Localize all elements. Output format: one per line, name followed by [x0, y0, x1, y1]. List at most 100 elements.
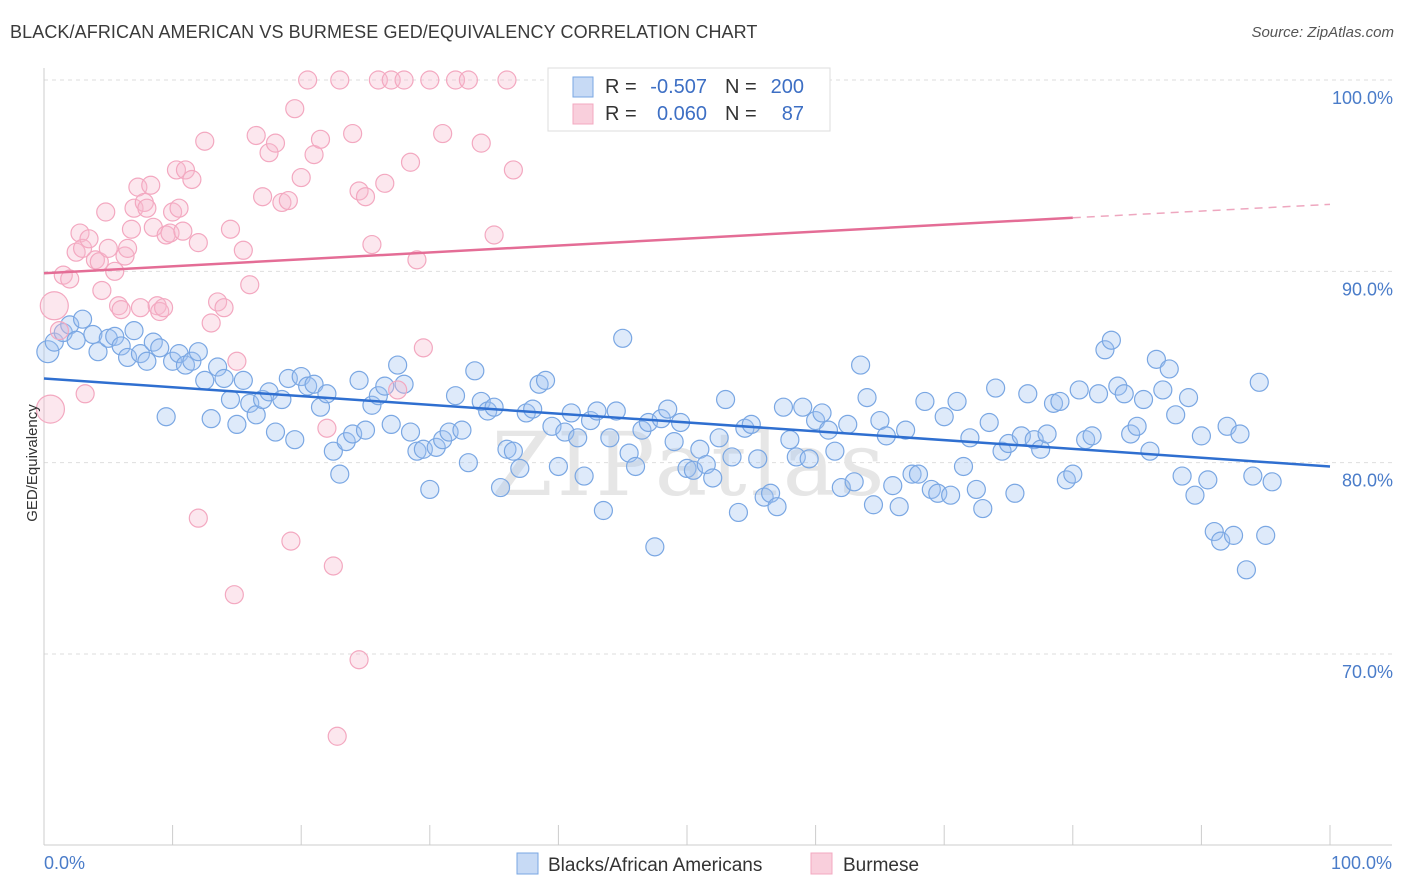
point-blacks	[992, 441, 1012, 461]
point-blacks	[503, 441, 523, 461]
y-axis-label: GED/Equivalency	[24, 404, 41, 522]
point-blacks	[941, 485, 961, 505]
point-blacks	[1082, 426, 1102, 446]
point-blacks	[156, 407, 176, 427]
point-blacks	[1230, 424, 1250, 444]
x-ticks	[43, 825, 1331, 845]
point-blacks	[1133, 389, 1154, 410]
point-blacks	[220, 389, 241, 410]
point-burmese	[420, 70, 440, 90]
point-burmese	[407, 250, 427, 270]
point-blacks	[343, 424, 363, 444]
point-blacks	[715, 389, 736, 410]
point-blacks	[934, 407, 954, 427]
point-blacks	[400, 422, 421, 442]
point-blacks	[1121, 424, 1141, 444]
point-burmese	[298, 70, 318, 90]
point-burmese	[259, 143, 279, 163]
point-blacks	[1166, 405, 1186, 425]
point-blacks	[163, 351, 183, 371]
point-blacks	[600, 428, 620, 448]
point-burmese	[153, 298, 174, 318]
point-burmese	[265, 133, 286, 153]
point-blacks	[1108, 376, 1128, 396]
point-blacks	[227, 414, 247, 434]
point-burmese	[141, 175, 161, 195]
point-burmese	[330, 70, 350, 90]
point-blacks	[375, 376, 395, 396]
point-blacks	[285, 430, 305, 450]
point-burmese	[375, 173, 395, 193]
point-burmese	[343, 123, 363, 144]
point-blacks	[805, 410, 826, 431]
point-blacks	[330, 464, 350, 484]
trend-line-burmese-extension	[1072, 203, 1331, 219]
legend-r-label-2: R =	[605, 103, 637, 125]
legend-bottom-label-blue: Blacks/African Americans	[548, 855, 762, 876]
point-burmese	[246, 125, 266, 146]
point-blacks	[458, 453, 478, 473]
point-burmese	[323, 556, 343, 576]
point-burmese	[188, 233, 208, 253]
point-blacks	[124, 321, 144, 341]
point-blacks	[433, 430, 453, 450]
series-blacks-points	[36, 309, 1282, 580]
point-burmese	[214, 298, 234, 318]
point-blacks	[902, 464, 922, 484]
point-burmese	[121, 219, 142, 239]
point-burmese	[458, 70, 478, 90]
trend-line-burmese	[43, 216, 1073, 275]
point-blacks	[658, 399, 678, 419]
legend-r-label-1: R =	[605, 76, 637, 98]
point-blacks	[111, 336, 131, 356]
point-blacks	[88, 342, 108, 362]
trend-line-blacks	[43, 377, 1331, 468]
point-blacks	[208, 357, 228, 377]
point-burmese	[497, 70, 517, 90]
point-blacks	[863, 495, 884, 515]
point-burmese	[111, 300, 131, 320]
point-blacks	[1101, 330, 1121, 350]
point-blacks	[117, 347, 138, 368]
point-blacks	[664, 432, 684, 452]
x-tick-right: 100.0%	[1331, 853, 1392, 873]
point-blacks	[953, 456, 974, 477]
point-burmese	[35, 394, 66, 424]
point-blacks	[150, 338, 170, 358]
point-blacks	[426, 437, 446, 457]
point-blacks	[1172, 466, 1192, 486]
point-blacks	[233, 370, 253, 390]
point-blacks	[606, 401, 626, 421]
legend-top: R = -0.507 N = 200 R = 0.060 N = 87	[547, 67, 831, 132]
point-blacks	[452, 420, 472, 440]
legend-r-value-2: 0.060	[657, 103, 707, 125]
point-blacks	[818, 420, 839, 440]
legend-r-value-1: -0.507	[650, 76, 707, 98]
point-burmese	[79, 229, 99, 249]
point-burmese	[98, 238, 118, 258]
y-tick-label: 70.0%	[1342, 662, 1393, 682]
point-burmese	[503, 160, 523, 180]
legend-swatch-pink	[572, 103, 594, 125]
legend-n-label-2: N =	[725, 103, 757, 125]
point-blacks	[1243, 466, 1263, 486]
point-burmese	[130, 298, 151, 318]
point-blacks	[1236, 560, 1257, 580]
point-blacks	[188, 342, 208, 362]
legend-n-label-1: N =	[725, 76, 757, 98]
point-burmese	[349, 650, 369, 670]
point-blacks	[317, 384, 337, 404]
point-burmese	[92, 280, 112, 301]
point-burmese	[433, 123, 453, 144]
point-blacks	[908, 464, 929, 484]
point-blacks	[214, 368, 234, 389]
point-burmese	[240, 275, 260, 295]
point-blacks	[130, 344, 151, 364]
point-blacks	[523, 399, 543, 419]
point-burmese	[195, 131, 215, 151]
point-blacks	[201, 409, 221, 429]
point-blacks	[844, 472, 864, 492]
point-blacks	[83, 324, 103, 345]
point-blacks	[728, 502, 749, 523]
point-burmese	[388, 380, 408, 400]
